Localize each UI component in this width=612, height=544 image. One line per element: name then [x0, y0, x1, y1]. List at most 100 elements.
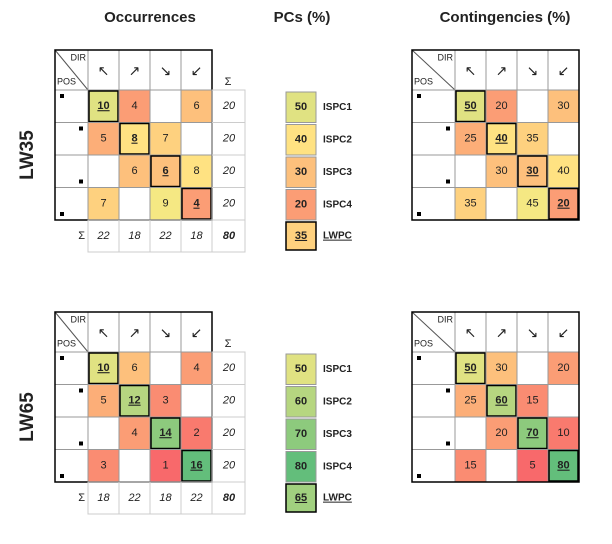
dir-label: DIR	[71, 52, 87, 62]
position-marker	[417, 212, 421, 216]
position-marker	[446, 441, 450, 446]
direction-cell	[454, 49, 487, 91]
value-label: 14	[159, 427, 172, 439]
sum-cell	[211, 219, 246, 253]
pc-value: 20	[295, 199, 307, 211]
dir-label: DIR	[71, 314, 87, 324]
value-label: 12	[128, 395, 140, 407]
col-sum: 22	[189, 492, 202, 504]
value-label: 25	[464, 133, 476, 145]
pcs-header: PCs (%)	[274, 9, 331, 26]
pc-name: LWPC	[323, 231, 352, 242]
value-label: 5	[100, 133, 106, 145]
position-marker	[79, 441, 83, 446]
empty-cell	[547, 384, 580, 418]
value-label: 10	[97, 362, 109, 374]
value-cell	[87, 449, 120, 483]
corner-diagonal	[54, 49, 89, 91]
direction-label: ↗	[496, 63, 508, 79]
value-label: 16	[190, 460, 202, 472]
pc-name: ISPC3	[323, 429, 352, 440]
corner-diagonal	[54, 311, 89, 353]
value-cell	[485, 416, 518, 450]
pc-cell	[285, 91, 317, 123]
position-marker	[60, 474, 64, 478]
sum-cell	[211, 481, 246, 515]
pc-value: 50	[295, 363, 307, 375]
value-label: 15	[526, 395, 538, 407]
direction-label: ↖	[465, 63, 477, 79]
pos-label: POS	[414, 76, 433, 86]
direction-label: ↙	[558, 63, 570, 79]
table-frame	[411, 49, 580, 221]
value-label: 8	[193, 165, 199, 177]
value-label: 40	[557, 165, 569, 177]
value-cell	[88, 352, 119, 385]
pc-name: ISPC2	[323, 396, 352, 407]
table-frame	[411, 311, 580, 483]
value-cell	[486, 122, 517, 155]
value-cell	[516, 122, 549, 156]
empty-cell	[454, 154, 487, 188]
value-label: 6	[131, 165, 137, 177]
pc-name: ISPC1	[323, 364, 352, 375]
value-label: 5	[100, 395, 106, 407]
value-cell	[485, 351, 518, 385]
col-sum: 18	[190, 230, 203, 242]
block-label: LW65	[17, 392, 38, 442]
total: 80	[223, 492, 236, 504]
pos-label: POS	[57, 338, 76, 348]
pc-value: 35	[295, 230, 307, 242]
direction-label: ↙	[191, 63, 203, 79]
direction-label: ↗	[129, 325, 141, 341]
direction-label: ↙	[558, 325, 570, 341]
col-sum: 22	[158, 230, 171, 242]
value-label: 15	[464, 460, 476, 472]
value-cell	[548, 187, 579, 220]
empty-cell	[87, 416, 120, 450]
row-sum: 20	[222, 100, 236, 112]
pc-value: 30	[295, 166, 307, 178]
pc-cell	[285, 124, 317, 156]
value-cell	[517, 155, 548, 188]
value-cell	[180, 351, 213, 385]
position-marker	[79, 126, 83, 131]
pc-name: ISPC4	[323, 199, 352, 210]
value-cell	[181, 449, 212, 482]
empty-cell	[547, 122, 580, 156]
value-label: 30	[557, 100, 569, 112]
row-sum: 20	[222, 362, 236, 374]
value-label: 25	[464, 395, 476, 407]
value-label: 20	[557, 362, 569, 374]
pc-cell	[285, 353, 317, 385]
direction-label: ↙	[191, 325, 203, 341]
value-cell	[149, 449, 182, 483]
col-sum: 22	[96, 230, 109, 242]
pc-name: ISPC1	[323, 102, 352, 113]
value-label: 5	[529, 460, 535, 472]
direction-label: ↖	[465, 325, 477, 341]
row-sum: 20	[222, 460, 236, 472]
direction-label: ↖	[98, 63, 110, 79]
position-cell	[54, 384, 89, 418]
pc-value: 60	[295, 396, 307, 408]
value-cell	[180, 416, 213, 450]
empty-cell	[180, 122, 213, 156]
sigma-label: Σ	[225, 76, 232, 88]
empty-cell	[149, 89, 182, 123]
total: 80	[223, 230, 236, 242]
pc-name: ISPC3	[323, 167, 352, 178]
direction-label: ↘	[527, 325, 539, 341]
value-cell	[455, 352, 486, 385]
position-cell	[54, 89, 89, 123]
value-label: 3	[100, 460, 106, 472]
value-label: 8	[131, 133, 137, 145]
value-cell	[149, 122, 182, 156]
position-marker	[79, 179, 83, 184]
row-sum: 20	[222, 133, 236, 145]
value-label: 30	[495, 362, 507, 374]
direction-cell	[87, 49, 120, 91]
pc-name: ISPC2	[323, 134, 352, 145]
position-marker	[60, 94, 64, 98]
position-marker	[60, 212, 64, 216]
